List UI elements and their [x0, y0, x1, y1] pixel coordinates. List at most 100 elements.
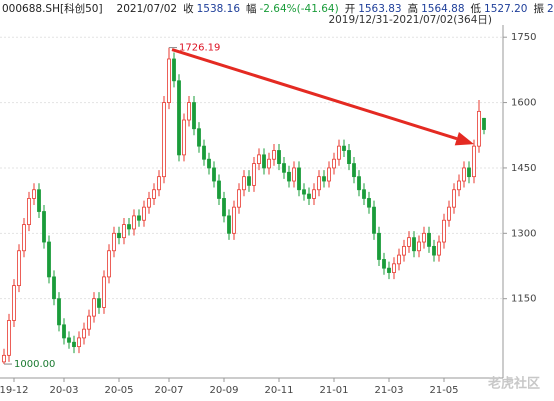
candle-body [402, 245, 406, 256]
candle-body [207, 158, 211, 169]
candle-body [382, 259, 386, 269]
candle-body [157, 176, 161, 191]
candle-body [57, 298, 61, 326]
x-tick-label: 20-07 [154, 385, 183, 396]
candle-body [432, 245, 436, 256]
candle-body [222, 198, 226, 217]
x-tick-label: 19-12 [0, 385, 29, 396]
candle-body [42, 211, 46, 243]
candle-body [477, 110, 481, 147]
candle-body [107, 250, 111, 278]
candle-body [117, 232, 121, 239]
max-annotation: 1726.19 [179, 43, 220, 54]
candle-body [127, 224, 131, 230]
candle-body [172, 58, 176, 82]
candle-body [412, 237, 416, 252]
candle-body [322, 176, 326, 182]
candle-body [22, 224, 26, 252]
field-label: 收 [183, 2, 194, 15]
candle-body [482, 117, 486, 130]
candle-body [177, 80, 181, 156]
field-value: 2.39% [547, 3, 554, 15]
field-label: 高 [408, 2, 419, 15]
candle-body [237, 189, 241, 208]
field-value: 1563.83 [358, 3, 401, 15]
x-tick-label: 21-03 [374, 385, 403, 396]
candle-body [217, 180, 221, 199]
field-value: -2.64%(-41.64) [260, 3, 339, 15]
candle-body [142, 206, 146, 221]
candle-body [352, 163, 356, 178]
candle-body [437, 241, 441, 256]
candle-body [2, 354, 6, 363]
trend-arrow [171, 48, 458, 141]
candle-body [7, 320, 11, 356]
candle-body [377, 232, 381, 260]
candle-body [422, 232, 426, 243]
candle-body [337, 145, 341, 160]
candle-body [212, 167, 216, 182]
candle-body [182, 119, 186, 156]
field-value: 1564.88 [421, 3, 464, 15]
field-label: 幅 [246, 2, 257, 15]
candle-body [417, 241, 421, 252]
y-tick-label: 1600 [511, 98, 536, 109]
y-tick-label: 1450 [511, 163, 536, 174]
candle-body [167, 58, 171, 103]
candle-body [262, 154, 266, 169]
candle-body [162, 102, 166, 178]
y-tick-label: 1150 [511, 294, 536, 305]
candle-body [102, 276, 106, 308]
header: 000688.SH[科创50] 2021/07/02 收 1538.16 幅 -2.64%… [2, 2, 554, 15]
candle-body [227, 215, 231, 234]
candle-body [12, 285, 16, 321]
candle-body [427, 232, 431, 247]
candle-body [357, 176, 361, 191]
x-tick-label: 21-05 [429, 385, 458, 396]
candle-body [112, 232, 116, 252]
x-tick-label: 21-01 [319, 385, 348, 396]
date-range: 2019/12/31-2021/07/02(364日) [328, 14, 492, 26]
candle-body [457, 180, 461, 191]
field-value: 1538.16 [197, 3, 241, 15]
candle-body [257, 154, 261, 164]
candle-body [292, 167, 296, 182]
code: 000688.SH[科创50] [2, 2, 103, 15]
candle-body [242, 176, 246, 191]
candle-body [197, 128, 201, 147]
y-tick-label: 1750 [511, 32, 536, 43]
candle-body [82, 328, 86, 339]
candle-body [72, 341, 76, 348]
y-tick-label: 1300 [511, 228, 536, 239]
watermark: 老虎社区 [487, 376, 540, 392]
candle-body [407, 237, 411, 247]
candle-body [472, 145, 476, 178]
candle-body [152, 189, 156, 199]
candle-body [187, 102, 191, 121]
candle-body [87, 315, 91, 330]
candle-body [62, 324, 66, 339]
candle-body [192, 102, 196, 130]
candle-body [92, 298, 96, 317]
candle-body [362, 189, 366, 199]
candle-body [467, 167, 471, 178]
candle-body [277, 150, 281, 164]
candle-body [272, 150, 276, 160]
candle-body [97, 298, 101, 308]
x-tick-label: 20-11 [264, 385, 293, 396]
candle-body [327, 167, 331, 182]
candle-body [267, 158, 271, 169]
candle-body [332, 158, 336, 169]
candle-body [37, 189, 41, 212]
candle-body [387, 267, 391, 273]
candle-body [287, 171, 291, 182]
candle-body [247, 176, 251, 186]
candle-body [367, 198, 371, 208]
x-tick-label: 20-03 [49, 385, 78, 396]
x-tick-label: 20-09 [209, 385, 238, 396]
candle-body [392, 263, 396, 273]
date: 2021/07/02 [117, 3, 178, 15]
field-label: 开 [345, 3, 356, 15]
candle-body [442, 219, 446, 243]
candle-body [302, 189, 306, 195]
